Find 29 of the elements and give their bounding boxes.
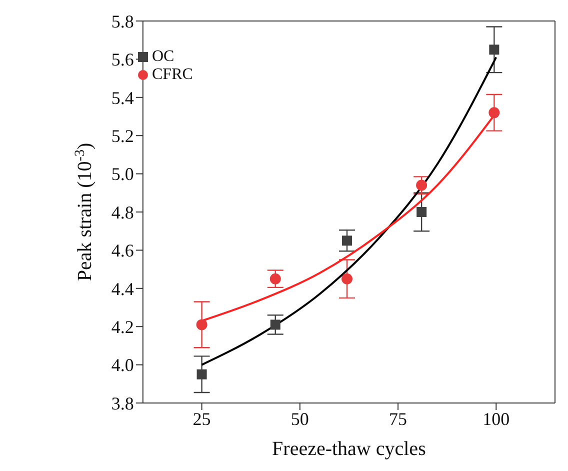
y-tick-label: 5.4: [111, 88, 134, 108]
x-tick-label: 75: [389, 408, 408, 429]
point: [488, 107, 500, 118]
legend-label: CFRC: [152, 66, 193, 83]
y-tick-label: 5.2: [111, 126, 134, 146]
legend-label: OC: [152, 48, 174, 65]
y-tick-label: 5.8: [111, 11, 134, 32]
y-tick-label: 4.0: [111, 355, 134, 376]
y-tick-label: 4.4: [111, 278, 134, 299]
point: [196, 319, 208, 330]
x-tick-label: 50: [290, 408, 309, 429]
x-tick-label: 100: [482, 408, 510, 429]
y-tick-label: 5.0: [111, 164, 134, 184]
point: [196, 369, 207, 380]
point: [270, 273, 281, 284]
point: [342, 236, 352, 246]
point: [489, 44, 500, 55]
point: [416, 207, 427, 217]
y-tick-label: 3.8: [111, 393, 134, 414]
x-axis-title: Freeze-thaw cycles: [272, 438, 426, 460]
y-tick-label: 4.2: [111, 316, 134, 337]
point: [342, 273, 352, 284]
point: [416, 180, 428, 191]
y-tick-label: 4.6: [111, 240, 134, 261]
point: [270, 320, 280, 330]
line-series: [200, 56, 498, 366]
y-tick-label: 5.6: [111, 50, 134, 70]
x-tick-label: 25: [192, 408, 211, 429]
y-tick-label: 4.8: [111, 202, 134, 222]
